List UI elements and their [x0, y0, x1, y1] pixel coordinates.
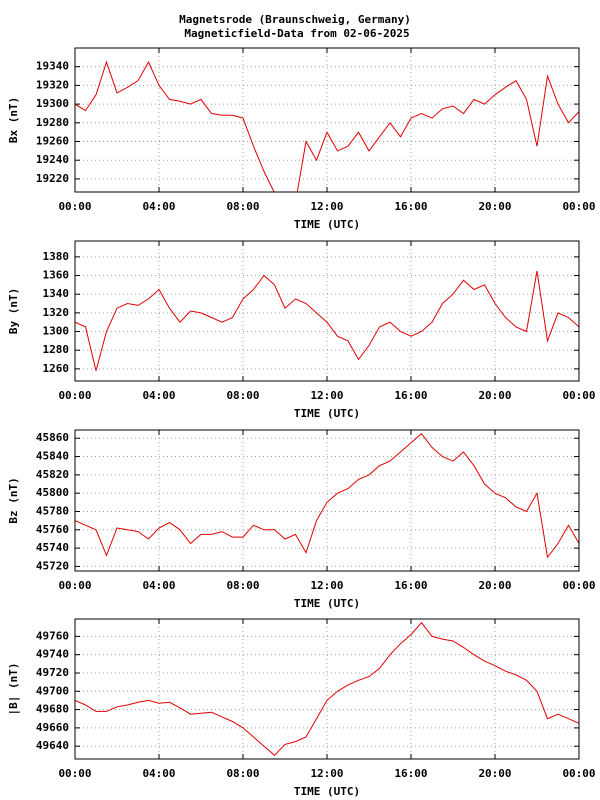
y-tick-label: 1340 — [43, 287, 70, 300]
x-axis-label: TIME (UTC) — [294, 785, 360, 798]
y-axis-label: Bz (nT) — [7, 477, 20, 523]
x-tick-label: 04:00 — [142, 389, 175, 402]
data-line — [75, 60, 579, 192]
x-tick-label: 16:00 — [394, 579, 427, 592]
y-tick-label: 19240 — [36, 153, 69, 166]
x-tick-label: 08:00 — [226, 200, 259, 213]
chart-title: Magnetsrode (Braunschweig, Germany) — [179, 13, 411, 26]
x-tick-label: 16:00 — [394, 200, 427, 213]
y-tick-label: 1320 — [43, 306, 70, 319]
y-tick-label: 1300 — [43, 325, 70, 338]
x-tick-label: 00:00 — [58, 389, 91, 402]
x-tick-label: 20:00 — [478, 200, 511, 213]
x-tick-label: 20:00 — [478, 767, 511, 780]
y-tick-label: 19220 — [36, 172, 69, 185]
y-tick-label: 49660 — [36, 721, 69, 734]
y-tick-label: 45840 — [36, 450, 69, 463]
y-tick-label: 49680 — [36, 703, 69, 716]
x-tick-label: 12:00 — [310, 200, 343, 213]
y-tick-label: 1280 — [43, 343, 70, 356]
x-axis-label: TIME (UTC) — [294, 407, 360, 420]
x-tick-label: 12:00 — [310, 389, 343, 402]
y-axis-label: |B| (nT) — [7, 663, 20, 716]
y-tick-label: 19300 — [36, 97, 69, 110]
y-tick-label: 49760 — [36, 629, 69, 642]
y-tick-label: 45860 — [36, 431, 69, 444]
x-tick-label: 04:00 — [142, 579, 175, 592]
x-tick-label: 20:00 — [478, 579, 511, 592]
y-tick-label: 45780 — [36, 504, 69, 517]
y-tick-label: 19340 — [36, 60, 69, 73]
x-tick-label: 00:00 — [562, 389, 595, 402]
x-tick-label: 00:00 — [562, 767, 595, 780]
y-tick-label: 19320 — [36, 78, 69, 91]
x-tick-label: 08:00 — [226, 579, 259, 592]
y-tick-label: 45740 — [36, 541, 69, 554]
y-tick-label: 45800 — [36, 486, 69, 499]
y-tick-label: 49740 — [36, 648, 69, 661]
y-tick-label: 19260 — [36, 135, 69, 148]
plot-frame — [74, 429, 580, 572]
y-tick-label: 1380 — [43, 250, 70, 263]
y-tick-label: 45760 — [36, 523, 69, 536]
x-tick-label: 00:00 — [58, 767, 91, 780]
x-tick-label: 08:00 — [226, 389, 259, 402]
x-tick-label: 04:00 — [142, 767, 175, 780]
y-axis-label: By (nT) — [7, 288, 20, 334]
x-tick-label: 08:00 — [226, 767, 259, 780]
plot-frame — [74, 47, 580, 193]
y-axis-label: Bx (nT) — [7, 97, 20, 143]
data-line — [75, 432, 579, 559]
y-tick-label: 19280 — [36, 116, 69, 129]
x-tick-label: 16:00 — [394, 767, 427, 780]
y-tick-label: 45720 — [36, 559, 69, 572]
x-tick-label: 00:00 — [58, 200, 91, 213]
x-tick-label: 04:00 — [142, 200, 175, 213]
plot-frame — [74, 240, 580, 382]
chart-subtitle: Magneticfield-Data from 02-06-2025 — [184, 27, 409, 40]
x-axis-label: TIME (UTC) — [294, 218, 360, 231]
x-tick-label: 12:00 — [310, 767, 343, 780]
y-tick-label: 45820 — [36, 468, 69, 481]
x-tick-label: 20:00 — [478, 389, 511, 402]
y-tick-label: 49720 — [36, 666, 69, 679]
x-tick-label: 16:00 — [394, 389, 427, 402]
y-tick-label: 1260 — [43, 362, 70, 375]
y-tick-label: 1360 — [43, 269, 70, 282]
x-tick-label: 00:00 — [562, 200, 595, 213]
x-tick-label: 12:00 — [310, 579, 343, 592]
y-tick-label: 49640 — [36, 739, 69, 752]
y-tick-label: 49700 — [36, 684, 69, 697]
x-tick-label: 00:00 — [58, 579, 91, 592]
x-axis-label: TIME (UTC) — [294, 597, 360, 610]
x-tick-label: 00:00 — [562, 579, 595, 592]
data-line — [75, 621, 579, 756]
data-line — [75, 270, 579, 371]
plot-frame — [74, 618, 580, 760]
